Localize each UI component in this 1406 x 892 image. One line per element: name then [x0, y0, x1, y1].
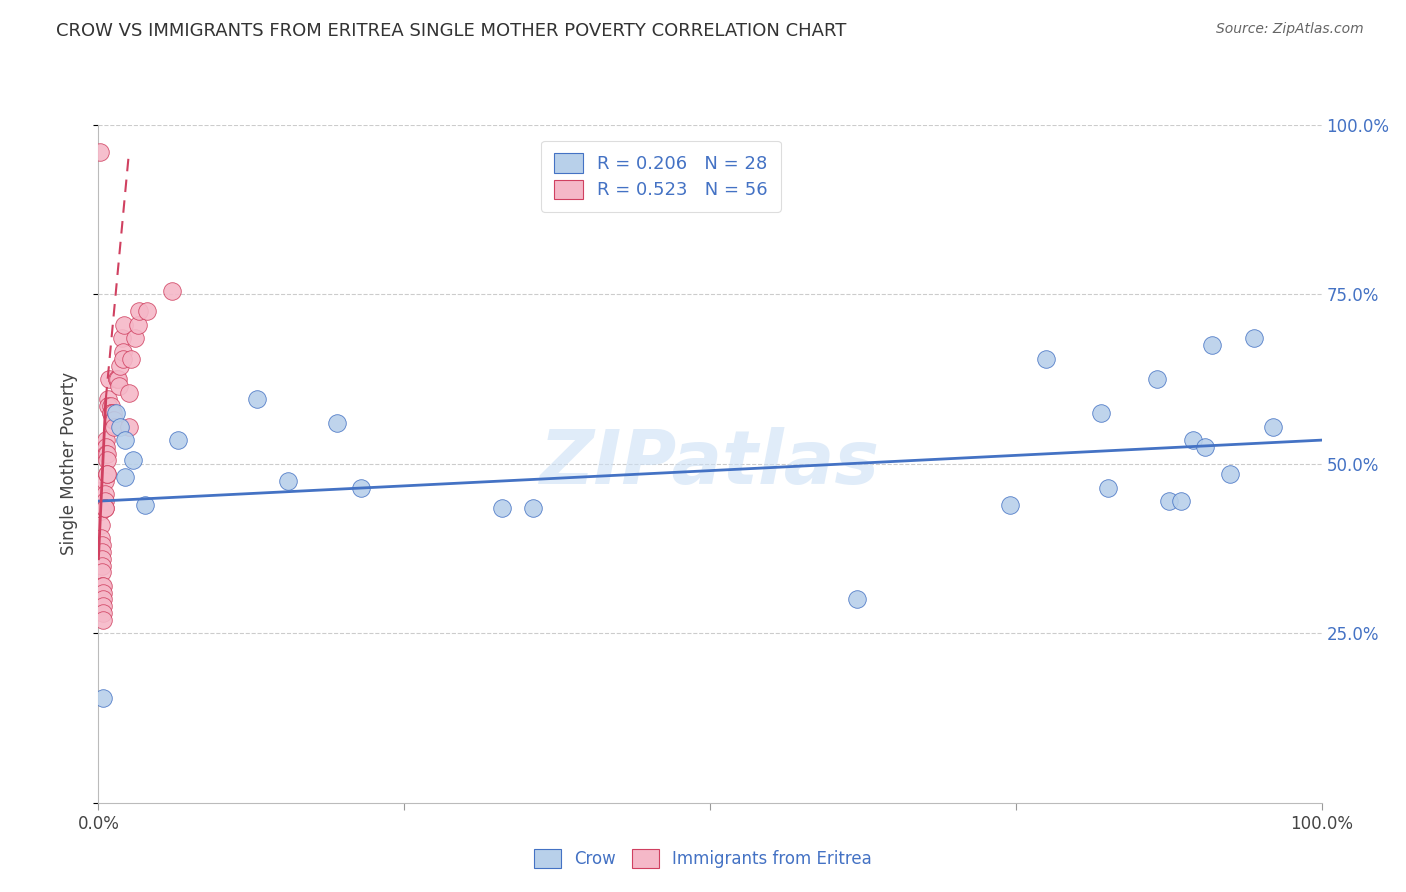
Point: [1243, 331, 1265, 345]
Point: [90, 504, 112, 518]
Point: [91, 558, 114, 573]
Point: [277, 474, 299, 488]
Point: [1261, 419, 1284, 434]
Point: [96, 467, 118, 481]
Point: [91, 599, 114, 614]
Point: [89, 145, 111, 159]
Point: [98, 372, 121, 386]
Point: [91, 606, 114, 620]
Point: [93, 500, 115, 515]
Point: [120, 351, 142, 366]
Point: [1097, 481, 1119, 495]
Point: [112, 318, 135, 332]
Point: [118, 385, 141, 400]
Point: [1157, 494, 1180, 508]
Point: [1201, 338, 1223, 352]
Point: [114, 470, 136, 484]
Point: [1146, 372, 1168, 386]
Point: [1170, 494, 1192, 508]
Text: CROW VS IMMIGRANTS FROM ERITREA SINGLE MOTHER POVERTY CORRELATION CHART: CROW VS IMMIGRANTS FROM ERITREA SINGLE M…: [56, 22, 846, 40]
Point: [91, 579, 114, 593]
Point: [100, 399, 122, 413]
Point: [90, 532, 112, 546]
Point: [91, 690, 114, 705]
Point: [105, 372, 128, 386]
Point: [350, 481, 373, 495]
Point: [136, 304, 159, 318]
Point: [101, 413, 124, 427]
Point: [94, 433, 117, 447]
Point: [1035, 351, 1057, 366]
Point: [96, 467, 118, 481]
Point: [124, 331, 146, 345]
Point: [1182, 433, 1205, 447]
Point: [104, 406, 127, 420]
Point: [108, 379, 131, 393]
Point: [94, 447, 117, 461]
Point: [134, 498, 156, 512]
Point: [998, 498, 1021, 512]
Point: [100, 406, 122, 420]
Point: [94, 440, 117, 454]
Point: [491, 500, 513, 515]
Point: [91, 551, 114, 566]
Point: [522, 500, 544, 515]
Text: Source: ZipAtlas.com: Source: ZipAtlas.com: [1216, 22, 1364, 37]
Point: [110, 359, 132, 373]
Y-axis label: Single Mother Poverty: Single Mother Poverty: [59, 372, 77, 556]
Point: [111, 345, 134, 359]
Point: [111, 331, 134, 345]
Point: [97, 392, 120, 407]
Point: [118, 419, 141, 434]
Point: [101, 406, 124, 420]
Point: [91, 613, 114, 627]
Point: [103, 419, 125, 434]
Text: ZIPatlas: ZIPatlas: [540, 427, 880, 500]
Point: [96, 447, 118, 461]
Point: [97, 399, 120, 413]
Point: [93, 500, 115, 515]
Point: [845, 592, 868, 607]
Point: [121, 453, 143, 467]
Point: [91, 545, 114, 559]
Point: [100, 406, 122, 420]
Point: [114, 433, 136, 447]
Point: [93, 494, 115, 508]
Point: [1194, 440, 1216, 454]
Point: [105, 372, 128, 386]
Point: [89, 483, 111, 498]
Legend: Crow, Immigrants from Eritrea: Crow, Immigrants from Eritrea: [527, 843, 879, 875]
Point: [91, 566, 114, 580]
Point: [111, 351, 134, 366]
Point: [110, 419, 132, 434]
Point: [246, 392, 269, 407]
Point: [1090, 406, 1112, 420]
Point: [93, 487, 115, 501]
Point: [128, 304, 150, 318]
Point: [91, 538, 114, 552]
Point: [91, 592, 114, 607]
Point: [1219, 467, 1241, 481]
Point: [96, 453, 118, 467]
Legend: R = 0.206   N = 28, R = 0.523   N = 56: R = 0.206 N = 28, R = 0.523 N = 56: [541, 141, 780, 212]
Point: [93, 474, 115, 488]
Point: [326, 416, 349, 430]
Point: [127, 318, 149, 332]
Point: [103, 413, 125, 427]
Point: [91, 585, 114, 599]
Point: [91, 579, 114, 593]
Point: [167, 433, 190, 447]
Point: [107, 372, 129, 386]
Point: [160, 284, 183, 298]
Point: [90, 517, 112, 532]
